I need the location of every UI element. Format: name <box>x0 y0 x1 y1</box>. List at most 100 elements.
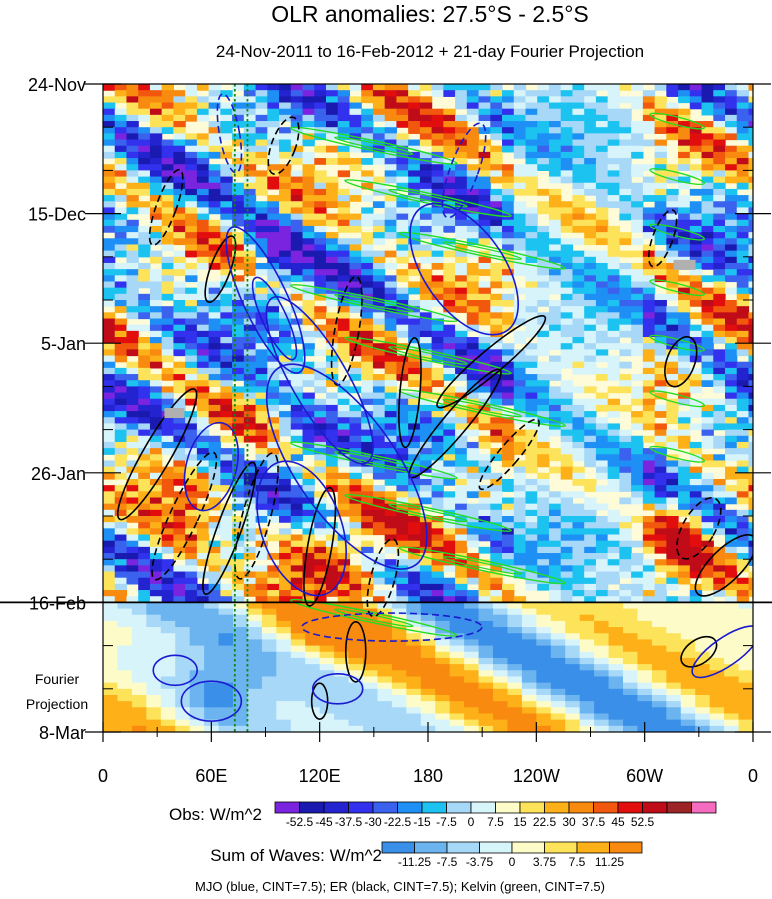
projection-cell <box>305 670 321 678</box>
obs-cell <box>349 528 362 536</box>
obs-cell <box>337 281 351 289</box>
projection-cell <box>695 627 711 634</box>
obs-cell <box>560 392 574 400</box>
obs-cell <box>478 343 491 350</box>
obs-cell <box>607 275 620 283</box>
obs-cell <box>736 238 750 246</box>
obs-cell <box>560 509 574 517</box>
obs-cell <box>419 96 433 104</box>
obs-cell <box>607 170 620 178</box>
obs-cell <box>196 158 210 165</box>
obs-cell <box>584 429 597 437</box>
obs-cell <box>548 528 562 536</box>
obs-cell <box>196 170 210 178</box>
obs-cell <box>701 312 714 320</box>
obs-cell <box>713 133 726 141</box>
obs-cell <box>725 164 738 171</box>
obs-cell <box>642 225 656 233</box>
obs-cell <box>314 170 327 178</box>
obs-cell <box>748 374 753 381</box>
obs-cell <box>725 577 738 585</box>
obs-cell <box>185 133 198 141</box>
obs-cell <box>243 429 257 437</box>
obs-cell <box>642 275 656 283</box>
obs-cell <box>196 306 210 313</box>
projection-cell <box>117 664 133 671</box>
obs-cell <box>138 441 151 449</box>
projection-cell <box>218 645 234 653</box>
obs-cell <box>232 516 245 523</box>
obs-cell <box>149 448 163 455</box>
projection-cell <box>666 627 682 634</box>
projection-cell <box>377 620 393 628</box>
obs-cell <box>196 281 210 289</box>
obs-cell <box>631 164 644 171</box>
obs-cell <box>490 522 503 529</box>
obs-cell <box>572 553 585 560</box>
obs-cell <box>220 466 233 474</box>
obs-cell <box>196 429 210 437</box>
obs-cell <box>372 343 386 350</box>
obs-cell <box>525 158 538 165</box>
obs-cell <box>255 170 268 178</box>
obs-cell <box>126 244 139 252</box>
obs-cell <box>725 398 738 406</box>
obs-cell <box>678 238 691 246</box>
projection-cell <box>131 639 147 647</box>
obs-cell <box>619 485 632 492</box>
obs-cell <box>419 84 433 91</box>
obs-cell <box>431 108 444 116</box>
obs-cell <box>103 460 116 468</box>
obs-cell <box>314 293 327 301</box>
obs-cell <box>748 127 753 134</box>
obs-cell <box>525 219 538 227</box>
obs-cell <box>314 417 327 425</box>
obs-cell <box>560 441 574 449</box>
obs-cell <box>173 250 186 258</box>
obs-cell <box>325 102 339 110</box>
obs-cell <box>537 417 550 425</box>
obs-cell <box>279 349 292 357</box>
obs-cell <box>114 306 128 313</box>
projection-cell <box>637 694 653 702</box>
obs-cell <box>455 435 468 443</box>
obs-cell <box>443 374 456 381</box>
obs-cell <box>196 207 210 215</box>
obs-cell <box>701 411 714 418</box>
obs-cell <box>537 151 550 159</box>
obs-cell <box>419 312 433 320</box>
obs-cell <box>384 300 398 307</box>
obs-cell <box>302 219 315 227</box>
obs-cell <box>103 534 116 542</box>
projection-cell <box>449 657 465 665</box>
obs-cell <box>560 528 574 536</box>
obs-cell <box>701 164 714 171</box>
obs-cell <box>220 509 233 517</box>
projection-cell <box>348 676 364 684</box>
obs-cell <box>232 164 245 171</box>
obs-cell <box>455 534 468 542</box>
obs-cell <box>255 386 268 394</box>
obs-cell <box>678 318 691 326</box>
obs-cell <box>349 503 362 511</box>
obs-cell <box>490 553 503 560</box>
obs-cell <box>502 90 515 97</box>
obs-cell <box>396 355 409 363</box>
obs-cell <box>490 145 503 153</box>
obs-cell <box>255 182 268 190</box>
obs-cell <box>490 343 503 350</box>
obs-cell <box>701 583 714 591</box>
obs-cell <box>361 392 374 400</box>
obs-cell <box>138 145 151 153</box>
obs-cell <box>149 127 163 134</box>
obs-cell <box>279 238 292 246</box>
obs-cell <box>713 219 726 227</box>
obs-cell <box>232 429 245 437</box>
obs-cell <box>208 312 221 320</box>
obs-cell <box>243 139 257 147</box>
obs-cell <box>466 577 480 585</box>
obs-cell <box>361 269 374 276</box>
obs-cell <box>314 466 327 474</box>
obs-cell <box>396 145 409 153</box>
obs-cell <box>584 281 597 289</box>
